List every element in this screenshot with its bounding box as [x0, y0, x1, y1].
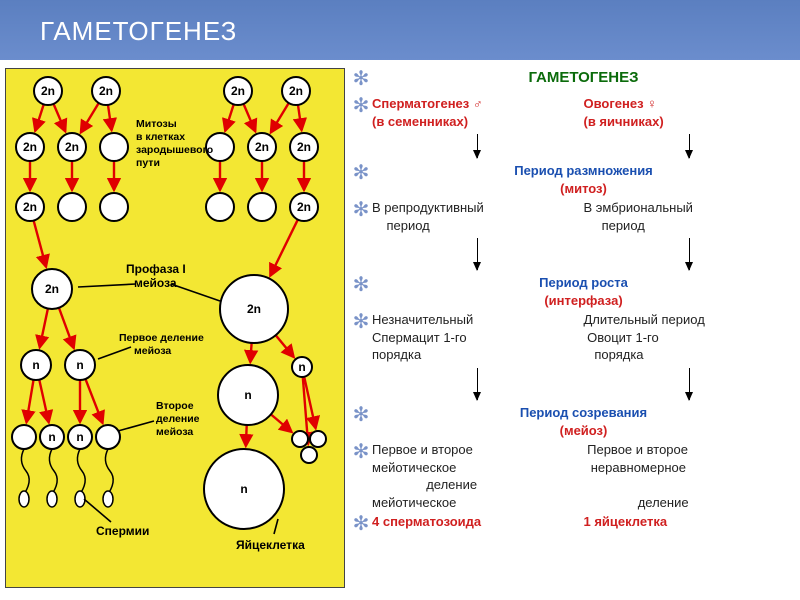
svg-text:мейоза: мейоза: [156, 426, 193, 438]
sperm-head: [103, 491, 113, 507]
gametogenesis-diagram: 2n 2n 2n 2n 2n 2n 2n 2n 2n 2n 2n 2n n n n n n n n Митозы в…: [5, 68, 345, 588]
diagram-edge: [85, 379, 102, 423]
sperm-head: [75, 491, 85, 507]
maturation-row: ✻ Первое и второе мейотическое деление м…: [350, 441, 795, 511]
svg-text:Первое деление: Первое деление: [119, 332, 204, 344]
svg-text:мейоза: мейоза: [134, 345, 171, 357]
diagram-node: [12, 425, 36, 449]
diagram-node-label: 2n: [255, 140, 269, 154]
annotation-sperm: Спермии: [84, 499, 149, 538]
arrow-down-icon: [477, 134, 478, 158]
diagram-node-label: 2n: [247, 302, 261, 316]
svg-text:деление: деление: [156, 413, 200, 425]
diagram-node-label: 2n: [45, 282, 59, 296]
svg-text:Митозы: Митозы: [136, 118, 177, 130]
diagram-node-label: 2n: [231, 84, 245, 98]
sperm-head: [19, 491, 29, 507]
diagram-node-label: 2n: [41, 84, 55, 98]
diagram-edge: [250, 343, 251, 362]
diagram-node: [58, 193, 86, 221]
svg-text:Профаза I: Профаза I: [126, 262, 186, 276]
diagram-node-label: 2n: [65, 140, 79, 154]
text-outline: ✻ ГАМЕТОГЕНЕЗ ✻ Сперматогенез ♂ (в семен…: [350, 68, 795, 588]
annotation-first-division: Первое деление мейоза: [98, 332, 204, 359]
svg-text:Спермии: Спермии: [96, 524, 149, 538]
diagram-edge: [271, 414, 292, 432]
svg-text:в клетках: в клетках: [136, 131, 185, 143]
svg-text:пути: пути: [136, 157, 160, 169]
diagram-node: [96, 425, 120, 449]
arrow-down-icon: [689, 134, 690, 158]
diagram-node: [100, 133, 128, 161]
diagram-node-label: 2n: [297, 200, 311, 214]
annotation-second-division: Второе деление мейоза: [118, 400, 200, 438]
arrow-down-icon: [477, 238, 478, 270]
arrow-down-icon: [689, 238, 690, 270]
diagram-edge: [40, 309, 48, 348]
diagram-node: [310, 431, 326, 447]
svg-text:мейоза: мейоза: [134, 276, 177, 290]
diagram-edge: [244, 104, 256, 132]
sperm-tail: [105, 449, 113, 497]
diagram-edge: [225, 104, 234, 130]
diagram-node-label: 2n: [297, 140, 311, 154]
diagram-node-label: 2n: [23, 200, 37, 214]
diagram-edge: [54, 104, 66, 132]
diagram-node-label: n: [76, 430, 83, 444]
diagram-node-label: n: [32, 358, 39, 372]
diagram-edge: [34, 221, 46, 267]
diagram-node-label: 2n: [23, 140, 37, 154]
sperm-tail: [21, 449, 29, 497]
diagram-edge: [108, 105, 112, 130]
diagram-node-label: 2n: [99, 84, 113, 98]
diagram-node: [100, 193, 128, 221]
diagram-edge: [39, 380, 48, 423]
diagram-node: [292, 431, 308, 447]
period-growth: ✻ Период роста (интерфаза): [350, 274, 795, 309]
arrow-row-1: [350, 132, 795, 160]
outline-heads: ✻ Сперматогенез ♂ (в семенниках) Овогене…: [350, 95, 795, 130]
svg-text:зародышевого: зародышевого: [136, 144, 213, 156]
diagram-node-label: 2n: [289, 84, 303, 98]
diagram-node: [301, 447, 317, 463]
svg-text:Яйцеклетка: Яйцеклетка: [236, 538, 305, 552]
sperm-tail: [49, 449, 57, 497]
arrow-down-icon: [477, 368, 478, 400]
repro-row: ✻ В репродуктивный период В эмбриональны…: [350, 199, 795, 234]
diagram-edge: [270, 220, 298, 276]
slide-header: ГАМЕТОГЕНЕЗ: [0, 0, 800, 60]
diagram-svg: 2n 2n 2n 2n 2n 2n 2n 2n 2n 2n 2n 2n n n n n n n n Митозы в…: [6, 69, 346, 589]
period-multiplication: ✻ Период размножения (митоз): [350, 162, 795, 197]
annotation-mitosis: Митозы в клетках зародышевого пути: [136, 118, 213, 169]
slide-title: ГАМЕТОГЕНЕЗ: [40, 16, 237, 46]
diagram-node: [206, 193, 234, 221]
result-row: ✻ 4 сперматозоида 1 яйцеклетка: [350, 513, 795, 538]
outline-title: ✻ ГАМЕТОГЕНЕЗ: [350, 68, 795, 93]
diagram-edge: [81, 103, 99, 133]
growth-row: ✻ Незначительный Спермацит 1-го порядка …: [350, 311, 795, 364]
arrow-down-icon: [689, 368, 690, 400]
diagram-node: [248, 193, 276, 221]
sperm-head: [47, 491, 57, 507]
diagram-edge: [26, 380, 33, 422]
arrow-row-3: [350, 366, 795, 402]
diagram-edge: [246, 425, 247, 446]
diagram-edge: [276, 335, 294, 357]
diagram-edge: [59, 308, 74, 348]
annotation-prophase: Профаза I мейоза: [78, 262, 220, 301]
period-maturation: ✻ Период созревания (мейоз): [350, 404, 795, 439]
diagram-edge: [271, 103, 289, 133]
diagram-node-label: n: [48, 430, 55, 444]
diagram-node-label: n: [298, 360, 305, 374]
svg-text:Второе: Второе: [156, 400, 194, 412]
sperm-tail: [77, 449, 85, 497]
diagram-node-label: n: [240, 482, 247, 496]
diagram-edge: [298, 105, 302, 130]
diagram-node-label: n: [76, 358, 83, 372]
diagram-node-label: n: [244, 388, 251, 402]
diagram-edge: [35, 104, 44, 130]
arrow-row-2: [350, 236, 795, 272]
